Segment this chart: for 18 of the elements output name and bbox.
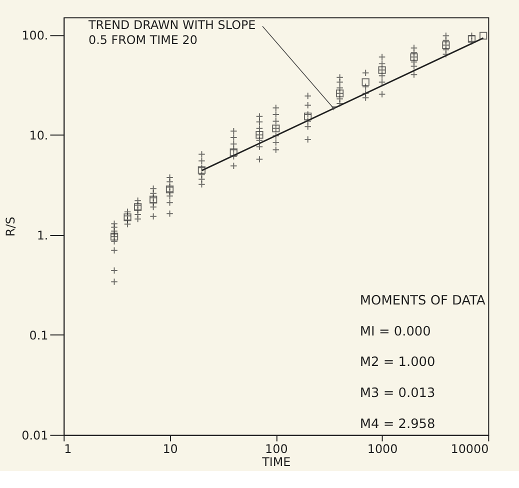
y-tick-label: 0.01 <box>22 428 48 442</box>
x-tick-label: 1000 <box>367 442 398 456</box>
y-tick-label: 10. <box>29 128 48 142</box>
y-tick-label: 0.1 <box>29 328 48 342</box>
annotation: M2 = 1.000 <box>360 355 436 370</box>
annotation: MI = 0.000 <box>360 324 431 340</box>
x-tick-label: 10 <box>162 442 178 456</box>
annotation: M4 = 2.958 <box>360 416 436 432</box>
y-axis-title: R/S <box>4 216 18 236</box>
x-tick-label: 10000 <box>450 442 489 456</box>
x-tick-label: 100 <box>265 442 288 456</box>
annotation: M3 = 0.013 <box>360 386 436 402</box>
y-tick-label: 100. <box>22 28 48 42</box>
x-axis-title: TIME <box>261 455 291 470</box>
y-tick-label: 1. <box>36 228 48 242</box>
annotation: MOMENTS OF DATA <box>360 294 486 309</box>
annotation: TREND DRAWN WITH SLOPE 0.5 FROM TIME 20 <box>87 18 256 48</box>
x-tick-label: 1 <box>64 442 72 456</box>
